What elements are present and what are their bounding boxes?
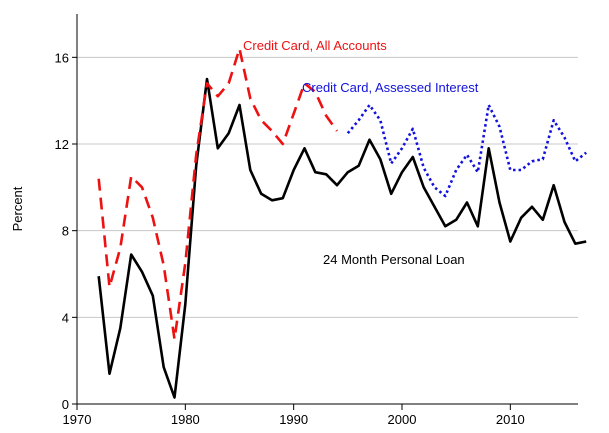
y-tick-label: 12 (55, 137, 69, 152)
x-tick-label: 1970 (63, 412, 92, 427)
series-label: Credit Card, Assessed Interest (302, 80, 479, 95)
x-tick-label: 2010 (496, 412, 525, 427)
x-tick-label: 1980 (171, 412, 200, 427)
series-line (97, 77, 587, 399)
y-tick-label: 0 (62, 397, 69, 412)
series-label: 24 Month Personal Loan (323, 252, 465, 267)
x-tick-label: 2000 (388, 412, 417, 427)
series-label: Credit Card, All Accounts (243, 38, 387, 53)
y-tick-label: 16 (55, 50, 69, 65)
y-axis-label: Percent (10, 186, 25, 231)
x-tick-label: 1990 (279, 412, 308, 427)
series-line (97, 47, 339, 341)
y-tick-label: 4 (62, 310, 69, 325)
y-tick-label: 8 (62, 224, 69, 239)
series-line (346, 103, 588, 198)
